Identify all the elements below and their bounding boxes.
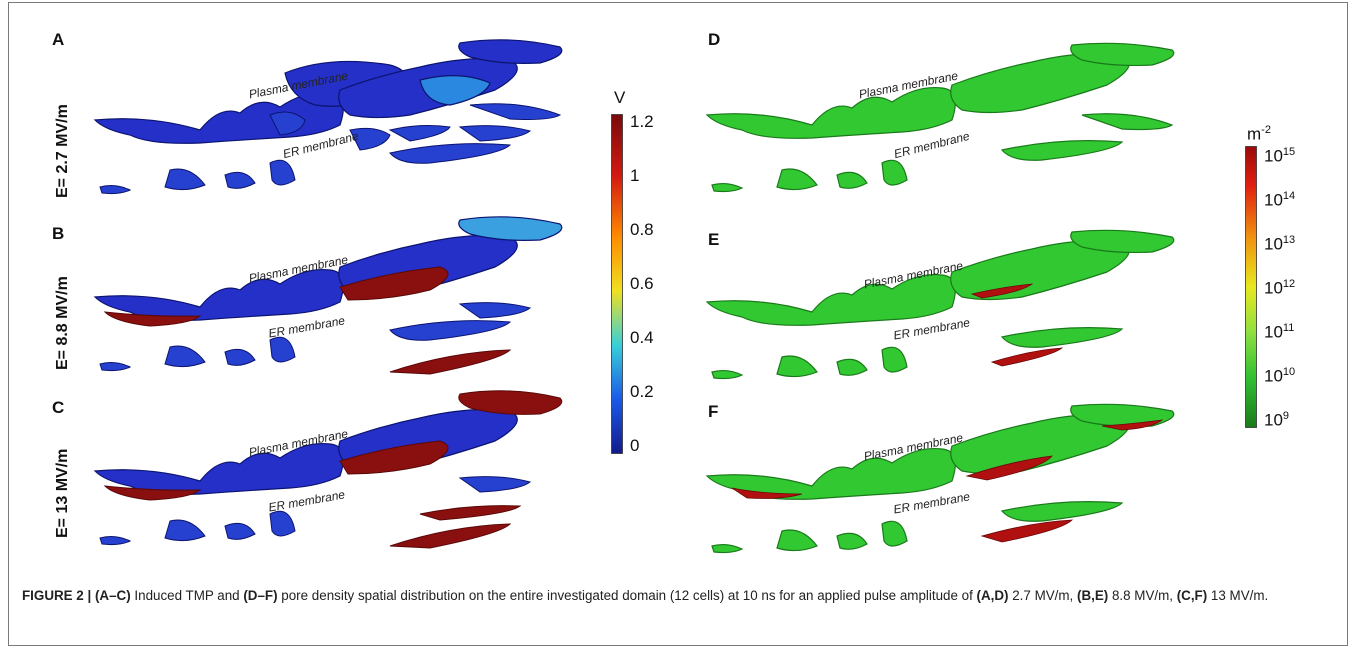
caption-panels-2: (D–F) <box>243 588 278 603</box>
pore-tick-label: 1014 <box>1264 190 1296 210</box>
panel-letter-e: E <box>708 230 720 249</box>
caption-text-1: Induced TMP and <box>130 588 244 603</box>
tmp-cells-mid <box>93 216 563 375</box>
pore-tick-label: 1011 <box>1264 322 1295 342</box>
tmp-tick-label: 0.6 <box>630 274 654 293</box>
caption-panels-1: (A–C) <box>94 588 131 603</box>
pore-cells-mid <box>705 229 1175 380</box>
caption-text-2: pore density spatial distribution on the… <box>277 588 977 603</box>
caption-text-4: 8.8 MV/m, <box>1108 588 1177 603</box>
pore-tick-label: 1013 <box>1264 234 1296 254</box>
tmp-tick-label: 0.8 <box>630 220 654 239</box>
tmp-tick-label: 0 <box>630 436 640 455</box>
tmp-tick-label: 1.2 <box>630 112 654 131</box>
pore-colorbar-unit: m-2 <box>1247 124 1271 144</box>
tmp-colorbar <box>611 114 623 454</box>
panel-letter-a: A <box>52 30 65 49</box>
panel-letter-b: B <box>52 224 65 243</box>
caption-text-5: 13 MV/m. <box>1207 588 1269 603</box>
caption-panels-3: (A,D) <box>976 588 1009 603</box>
tmp-tick-label: 1 <box>630 166 640 185</box>
caption-text-3: 2.7 MV/m, <box>1008 588 1077 603</box>
pore-tick-label: 1012 <box>1264 278 1296 298</box>
pore-tick-label: 109 <box>1264 410 1290 430</box>
tmp-cells-low <box>93 39 563 195</box>
tmp-tick-label: 0.2 <box>630 382 654 401</box>
tmp-colorbar-unit: V <box>614 88 626 107</box>
field-label-b: E= 8.8 MV/m <box>54 276 71 370</box>
pore-tick-label: 1015 <box>1264 146 1296 166</box>
pore-cells-high <box>705 403 1175 554</box>
tmp-cells-high <box>93 390 563 549</box>
figure-frame <box>8 2 1348 646</box>
caption-panels-4: (B,E) <box>1076 588 1109 603</box>
panel-letter-c: C <box>52 398 65 417</box>
pore-cells-low <box>705 42 1175 193</box>
tmp-tick-label: 0.4 <box>630 328 654 347</box>
pore-colorbar <box>1245 146 1257 428</box>
caption-figure-number: FIGURE 2 | <box>22 588 92 603</box>
panel-letter-f: F <box>708 402 719 421</box>
field-label-a: E= 2.7 MV/m <box>54 104 71 198</box>
figure-caption: FIGURE 2 | (A–C) Induced TMP and (D–F) p… <box>22 585 1322 606</box>
field-label-c: E= 13 MV/m <box>54 448 71 538</box>
panel-letter-d: D <box>708 30 721 49</box>
caption-panels-5: (C,F) <box>1176 588 1208 603</box>
pore-tick-label: 1010 <box>1264 366 1296 386</box>
